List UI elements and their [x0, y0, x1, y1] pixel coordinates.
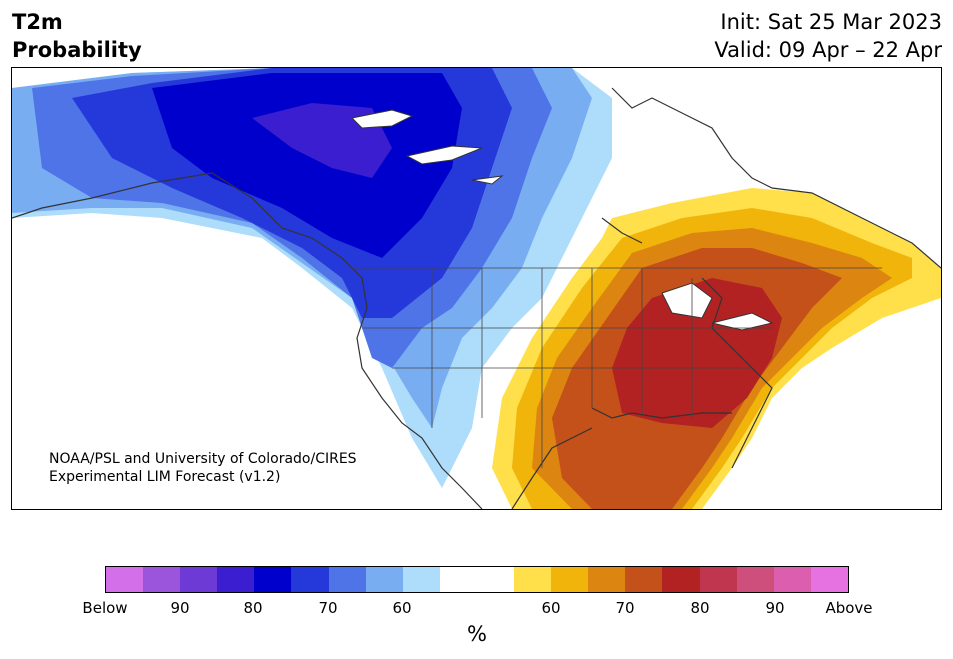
colorbar-segment: [662, 567, 700, 592]
colorbar-segment: [291, 567, 329, 592]
colorbar-segment: [699, 567, 737, 592]
colorbar-segment: [736, 567, 774, 592]
date-block: Init: Sat 25 Mar 2023 Valid: 09 Apr – 22…: [714, 8, 942, 64]
colorbar-segment: [328, 567, 366, 592]
colorbar-segment: [551, 567, 589, 592]
credit-text: NOAA/PSL and University of Colorado/CIRE…: [49, 450, 357, 486]
title-variable: T2m: [12, 10, 63, 34]
colorbar-segment: [365, 567, 403, 592]
cold-anomaly-shading: [12, 68, 612, 488]
colorbar-segment: [402, 567, 440, 592]
map-svg: [12, 68, 941, 509]
forecast-map: [11, 67, 942, 510]
title-type: Probability: [12, 38, 142, 62]
colorbar-segment: [810, 567, 848, 592]
lakes: [350, 109, 774, 331]
coastlines: [12, 87, 941, 509]
colorbar-tick-label: 90: [765, 599, 785, 617]
colorbar-tick-label: 70: [615, 599, 635, 617]
colorbar-segment: [773, 567, 811, 592]
colorbar-segment: [180, 567, 218, 592]
init-date: Init: Sat 25 Mar 2023: [720, 10, 942, 34]
colorbar-unit: %: [467, 622, 487, 646]
colorbar-segment: [106, 567, 144, 592]
state-borders: [352, 267, 882, 468]
credit-line-1: NOAA/PSL and University of Colorado/CIRE…: [49, 451, 357, 467]
colorbar-segment: [588, 567, 626, 592]
colorbar-segment: [439, 567, 477, 592]
colorbar-tick-label: 70: [318, 599, 338, 617]
colorbar-segment: [217, 567, 255, 592]
colorbar-tick-label: 80: [243, 599, 263, 617]
colorbar-segment: [625, 567, 663, 592]
colorbar-segment: [514, 567, 552, 592]
valid-range: Valid: 09 Apr – 22 Apr: [714, 38, 942, 62]
colorbar-segment: [476, 567, 515, 592]
colorbar-segment: [254, 567, 292, 592]
colorbar-tick-label: 60: [392, 599, 412, 617]
credit-line-2: Experimental LIM Forecast (v1.2): [49, 469, 281, 485]
colorbar-tick-label: 60: [541, 599, 561, 617]
colorbar-tick-label: Above: [825, 599, 873, 617]
colorbar-tick-label: 80: [690, 599, 710, 617]
colorbar-tick-label: 90: [170, 599, 190, 617]
colorbar-segment: [143, 567, 181, 592]
title-block: T2m Probability: [12, 8, 142, 64]
colorbar-tick-label: Below: [82, 599, 128, 617]
colorbar: [105, 566, 849, 593]
